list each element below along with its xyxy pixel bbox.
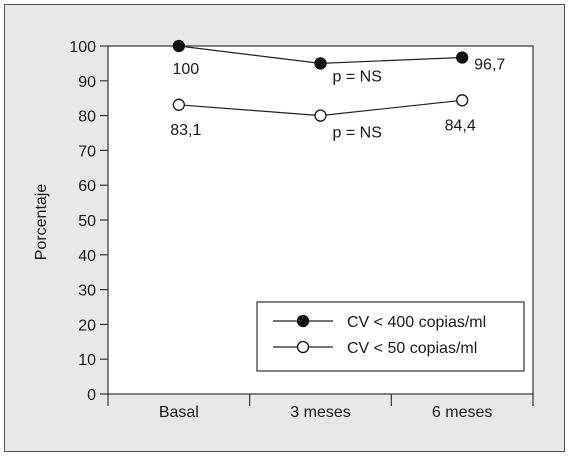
series-lines — [172, 39, 469, 122]
y-tick-label: 40 — [78, 248, 96, 265]
series-1-point — [172, 39, 185, 53]
y-tick-label: 90 — [78, 74, 96, 91]
data-label: p = NS — [333, 68, 382, 85]
y-tick-label: 100 — [69, 39, 96, 56]
series-1-point — [314, 57, 327, 70]
x-tick-label: 3 meses — [290, 404, 350, 421]
series-2-point — [456, 94, 469, 107]
y-tick-labels: 0 10 20 30 40 50 60 70 80 90 100 — [69, 39, 96, 404]
y-tick-label: 50 — [78, 213, 96, 230]
data-label: 96,7 — [474, 56, 505, 73]
legend-marker — [296, 340, 310, 354]
series-2-point — [314, 109, 327, 122]
legend: CV < 400 copias/ml CV < 50 copias/ml — [256, 301, 525, 372]
legend-marker — [296, 314, 310, 328]
x-tick-label: 6 meses — [432, 404, 492, 421]
x-tick-labels: Basal 3 meses 6 meses — [159, 404, 493, 421]
data-label: 84,4 — [445, 117, 476, 134]
y-tick-label: 70 — [78, 143, 96, 160]
series-2-point — [172, 98, 185, 111]
legend-box — [256, 301, 525, 372]
y-tick-label: 30 — [78, 283, 96, 300]
y-tick-label: 20 — [78, 317, 96, 334]
y-tick-label: 80 — [78, 109, 96, 126]
data-label: 83,1 — [170, 122, 201, 139]
x-tick-label: Basal — [159, 404, 199, 421]
legend-entry: CV < 50 copias/ml — [347, 340, 477, 357]
y-tick-label: 60 — [78, 178, 96, 195]
data-label: p = NS — [333, 125, 382, 142]
y-tick-label: 10 — [78, 352, 96, 369]
series-1-point — [456, 51, 469, 64]
data-labels: 100 p = NS 96,7 83,1 p = NS 84,4 — [170, 56, 505, 141]
y-tick-label: 0 — [87, 387, 96, 404]
y-axis-label: Porcentaje — [33, 184, 50, 261]
data-label: 100 — [172, 61, 199, 78]
legend-entry: CV < 400 copias/ml — [347, 314, 486, 331]
